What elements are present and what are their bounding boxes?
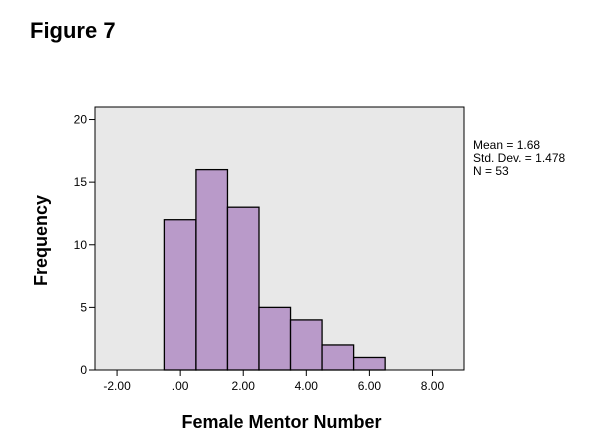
y-tick-label: 0 bbox=[80, 363, 87, 377]
stats-line: Mean = 1.68 bbox=[473, 138, 540, 152]
y-axis-title: Frequency bbox=[31, 195, 51, 286]
x-tick-label: 4.00 bbox=[295, 379, 319, 393]
x-tick-label: .00 bbox=[172, 379, 189, 393]
x-tick-label: 8.00 bbox=[421, 379, 445, 393]
x-tick-label: 6.00 bbox=[358, 379, 382, 393]
figure-label: Figure 7 bbox=[30, 18, 116, 43]
y-tick-label: 10 bbox=[74, 238, 88, 252]
x-tick-label: 2.00 bbox=[232, 379, 256, 393]
histogram-bar bbox=[321, 344, 355, 371]
stats-line: Std. Dev. = 1.478 bbox=[473, 151, 565, 165]
x-axis-title: Female Mentor Number bbox=[181, 412, 381, 432]
stats-line: N = 53 bbox=[473, 164, 509, 178]
y-tick-label: 5 bbox=[80, 300, 87, 314]
histogram-bar bbox=[163, 219, 197, 371]
bars-group bbox=[163, 168, 386, 371]
histogram-bar bbox=[352, 356, 386, 371]
y-tick-label: 20 bbox=[74, 113, 88, 127]
x-tick-label: -2.00 bbox=[103, 379, 131, 393]
y-tick-label: 15 bbox=[74, 175, 88, 189]
axes-group: 0 5 10 15 20 -2.00 .00 2.00 4.00 6.00 8.00 bbox=[74, 113, 445, 393]
histogram-bar bbox=[226, 206, 260, 371]
histogram-bar bbox=[195, 168, 229, 371]
histogram-bar bbox=[258, 306, 292, 371]
histogram-bar bbox=[289, 319, 323, 371]
